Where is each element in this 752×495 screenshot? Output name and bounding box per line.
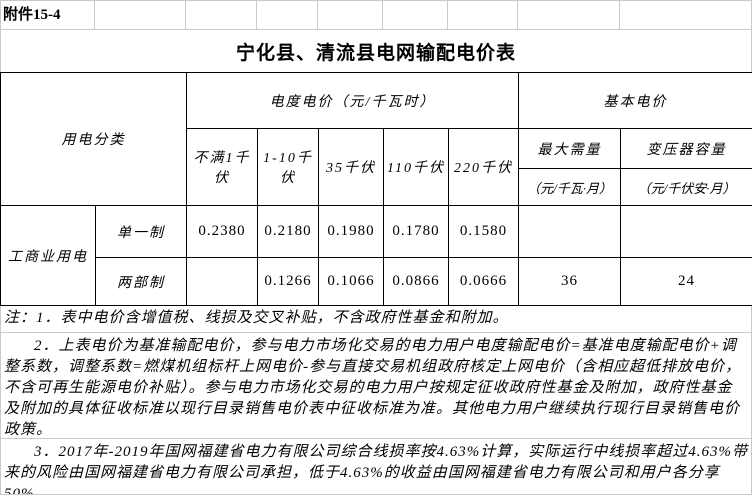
attachment-label: 附件15-4 <box>1 1 95 29</box>
notes-section: 注：1．表中电价含增值税、线损及交叉补贴，不含政府性基金和附加。 2．上表电价为… <box>0 306 752 495</box>
price-cell: 0.0866 <box>383 257 449 306</box>
price-cell-max-demand: 36 <box>518 257 622 306</box>
price-cell-max-demand <box>518 205 622 258</box>
empty-grid-cell <box>620 1 750 29</box>
header-transformer-capacity-unit: （元/千伏安·月） <box>620 168 752 206</box>
header-voltage-110kv: 110千伏 <box>383 128 449 206</box>
header-voltage-220kv: 220千伏 <box>447 128 520 206</box>
price-cell: 0.0666 <box>447 257 520 306</box>
empty-grid-cell <box>257 1 318 29</box>
header-basic-price-group: 基本电价 <box>518 72 752 129</box>
price-cell: 0.2180 <box>257 205 319 258</box>
price-cell: 0.1580 <box>447 205 520 258</box>
price-cell <box>186 257 258 306</box>
cell-system-single: 单一制 <box>95 205 187 258</box>
empty-grid-cell <box>448 1 518 29</box>
empty-grid-cell <box>95 1 186 29</box>
price-cell: 0.1066 <box>318 257 384 306</box>
price-cell: 0.1980 <box>318 205 384 258</box>
cell-category-industrial-commercial: 工商业用电 <box>0 205 96 306</box>
price-cell: 0.1780 <box>383 205 449 258</box>
page-title: 宁化县、清流县电网输配电价表 <box>235 42 516 64</box>
header-usage-category: 用电分类 <box>0 72 187 206</box>
price-table: 用电分类 电度电价（元/千瓦时） 基本电价 不满1千伏 1-10千伏 35千伏 … <box>0 72 752 306</box>
spreadsheet-top-row: 附件15-4 <box>0 0 752 30</box>
empty-grid-cell <box>383 1 448 29</box>
header-voltage-35kv: 35千伏 <box>318 128 384 206</box>
header-transformer-capacity: 变压器容量 <box>620 128 752 169</box>
price-cell: 0.1266 <box>257 257 319 306</box>
header-max-demand: 最大需量 <box>518 128 622 169</box>
empty-grid-cell <box>318 1 383 29</box>
price-cell-transformer <box>620 205 752 258</box>
header-voltage-1-10kv: 1-10千伏 <box>257 128 319 206</box>
note-1: 注：1．表中电价含增值税、线损及交叉补贴，不含政府性基金和附加。 <box>1 306 751 333</box>
empty-grid-cell <box>518 1 620 29</box>
empty-grid-cell <box>186 1 257 29</box>
header-max-demand-unit: （元/千瓦·月） <box>518 168 622 206</box>
title-row: 宁化县、清流县电网输配电价表 <box>0 30 752 72</box>
header-energy-price-group: 电度电价（元/千瓦时） <box>185 72 520 129</box>
price-cell: 0.2380 <box>186 205 258 258</box>
cell-system-two-part: 两部制 <box>95 257 187 306</box>
note-2: 2．上表电价为基准输配电价，参与电力市场化交易的电力用户电度输配电价=基准电度输… <box>1 333 751 439</box>
price-cell-transformer: 24 <box>620 257 752 306</box>
header-voltage-under1kv: 不满1千伏 <box>186 128 258 206</box>
note-3: 3．2017年-2019年国网福建省电力有限公司综合线损率按4.63%计算，实际… <box>1 439 751 495</box>
